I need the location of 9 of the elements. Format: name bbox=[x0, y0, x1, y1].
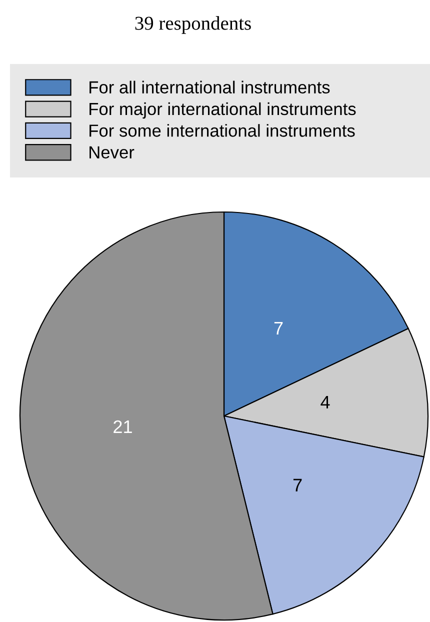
chart-title: 39 respondents bbox=[135, 16, 251, 34]
legend-label: For all international instruments bbox=[90, 80, 330, 94]
data-label: 4 bbox=[320, 396, 330, 408]
legend-label: Never bbox=[90, 146, 134, 158]
data-label: 21 bbox=[114, 420, 132, 433]
legend-label: For some international instruments bbox=[90, 124, 355, 137]
legend-label: For major international instruments bbox=[90, 102, 356, 119]
data-label: 7 bbox=[293, 478, 302, 492]
data-label: 7 bbox=[274, 322, 283, 334]
